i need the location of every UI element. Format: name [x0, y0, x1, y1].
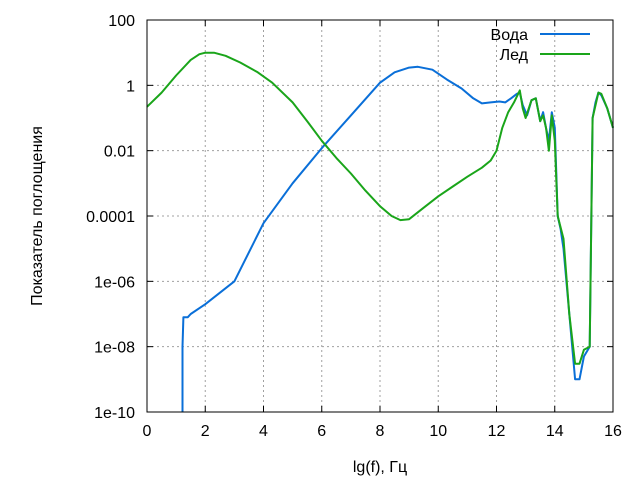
x-tick-label: 12: [488, 423, 506, 440]
series-lines: [146, 51, 614, 412]
x-tick-label: 0: [143, 423, 152, 440]
y-tick-label: 1: [126, 78, 135, 95]
series-line-water: [181, 65, 614, 412]
x-axis-label: lg(f), Гц: [353, 459, 407, 476]
x-tick-label: 14: [546, 423, 564, 440]
y-tick-label: 0.0001: [86, 209, 135, 226]
legend-label: Лед: [500, 47, 529, 64]
y-tick-label: 1e-10: [94, 405, 135, 422]
y-tick-label: 1e-06: [94, 274, 135, 291]
series-line-ice: [146, 51, 614, 365]
ticks: 0 2 4 6 8 10 12 14 16 1e-10 1e-08 1e-06 0.0001 0.01 1 1…: [86, 13, 622, 440]
legend-label: Вода: [491, 27, 529, 44]
y-tick-label: 1e-08: [94, 340, 135, 357]
x-tick-label: 2: [201, 423, 210, 440]
x-tick-label: 8: [376, 423, 385, 440]
y-tick-label: 100: [108, 13, 135, 30]
x-tick-label: 10: [429, 423, 447, 440]
y-tick-label: 0.01: [104, 144, 135, 161]
x-tick-label: 4: [259, 423, 268, 440]
x-tick-label: 6: [317, 423, 326, 440]
x-tick-label: 16: [604, 423, 622, 440]
grid: [147, 20, 613, 412]
legend: Вода Лед: [491, 27, 590, 64]
y-axis-label: Показатель поглощения: [29, 126, 46, 306]
